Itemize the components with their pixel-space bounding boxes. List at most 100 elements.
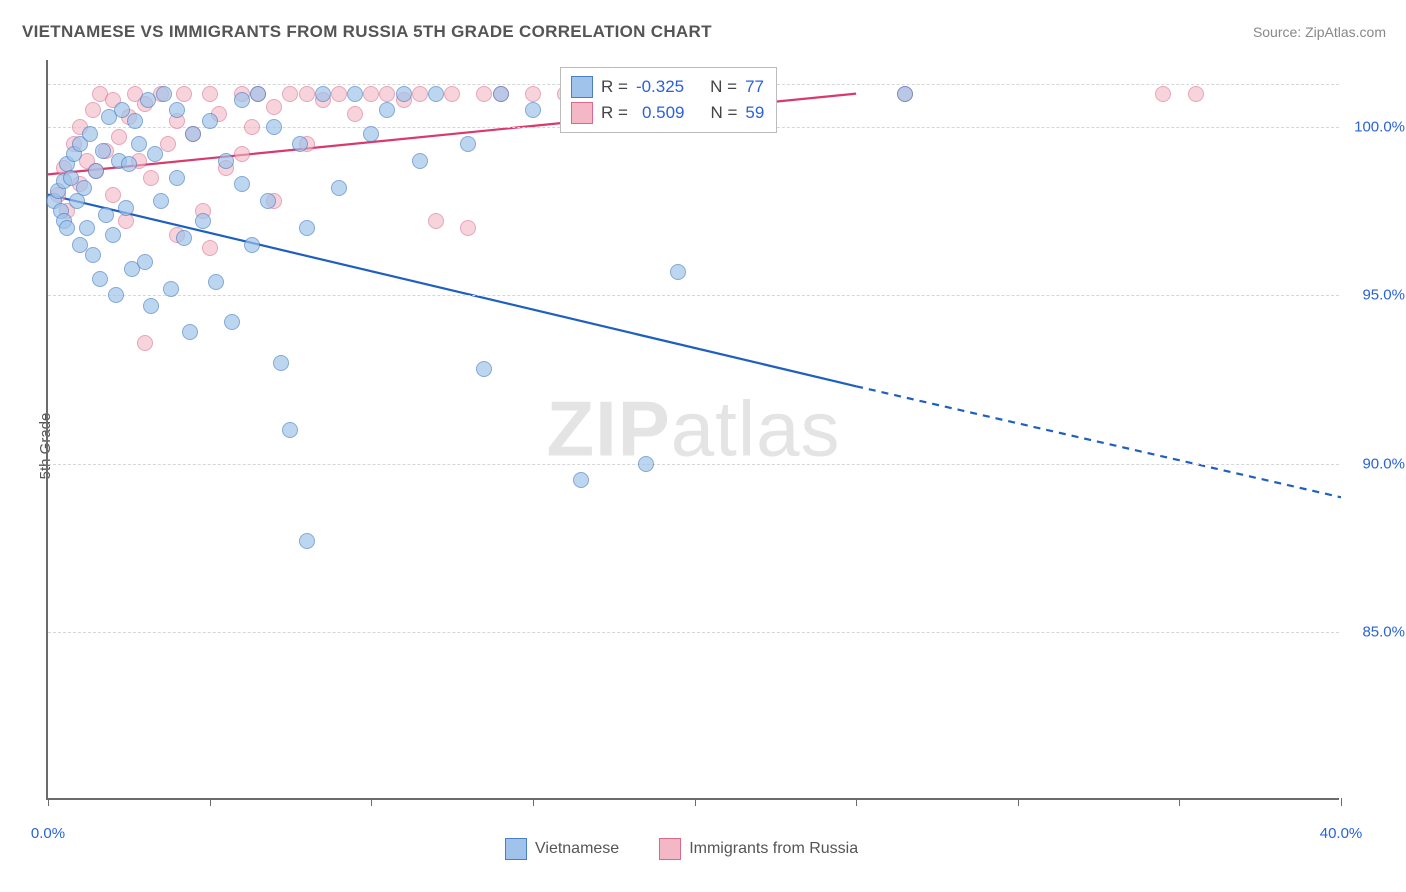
scatter-point [182, 324, 198, 340]
scatter-point [160, 136, 176, 152]
scatter-point [108, 287, 124, 303]
x-tick-mark [856, 798, 857, 806]
scatter-point [638, 456, 654, 472]
scatter-point [266, 99, 282, 115]
x-tick-label: 0.0% [31, 825, 65, 842]
scatter-point [202, 86, 218, 102]
scatter-point [202, 113, 218, 129]
scatter-point [282, 86, 298, 102]
swatch-series-b [571, 102, 593, 124]
legend-label-a: Vietnamese [535, 840, 619, 858]
watermark-rest: atlas [671, 385, 841, 473]
scatter-point [176, 230, 192, 246]
series-legend: Vietnamese Immigrants from Russia [505, 838, 858, 860]
scatter-point [460, 136, 476, 152]
scatter-point [266, 119, 282, 135]
y-tick-label: 95.0% [1362, 287, 1405, 304]
scatter-point [85, 247, 101, 263]
scatter-point [282, 422, 298, 438]
swatch-series-a-icon [505, 838, 527, 860]
trend-lines-layer [48, 60, 1341, 800]
x-tick-mark [210, 798, 211, 806]
x-tick-label: 40.0% [1320, 825, 1363, 842]
y-tick-label: 100.0% [1354, 119, 1405, 136]
scatter-point [137, 254, 153, 270]
scatter-point [244, 119, 260, 135]
scatter-point [525, 86, 541, 102]
legend-n-value-a: 77 [745, 77, 764, 97]
scatter-point [143, 170, 159, 186]
scatter-point [85, 102, 101, 118]
scatter-point [428, 213, 444, 229]
scatter-point [111, 129, 127, 145]
x-tick-mark [371, 798, 372, 806]
scatter-point [260, 193, 276, 209]
scatter-point [105, 227, 121, 243]
scatter-point [163, 281, 179, 297]
scatter-point [573, 472, 589, 488]
scatter-point [224, 314, 240, 330]
scatter-point [396, 86, 412, 102]
scatter-point [131, 136, 147, 152]
scatter-point [88, 163, 104, 179]
scatter-point [59, 220, 75, 236]
scatter-point [82, 126, 98, 142]
y-tick-label: 90.0% [1362, 455, 1405, 472]
scatter-point [234, 92, 250, 108]
gridline [48, 632, 1339, 633]
scatter-plot-area: ZIPatlas 85.0%90.0%95.0%100.0%0.0%40.0% [46, 60, 1339, 800]
scatter-point [897, 86, 913, 102]
scatter-point [299, 86, 315, 102]
scatter-point [176, 86, 192, 102]
scatter-point [315, 86, 331, 102]
scatter-point [299, 533, 315, 549]
chart-title: VIETNAMESE VS IMMIGRANTS FROM RUSSIA 5TH… [22, 22, 712, 42]
scatter-point [331, 180, 347, 196]
legend-label-b: Immigrants from Russia [689, 840, 858, 858]
legend-item-b: Immigrants from Russia [659, 838, 858, 860]
x-tick-mark [1341, 798, 1342, 806]
scatter-point [244, 237, 260, 253]
scatter-point [127, 113, 143, 129]
scatter-point [140, 92, 156, 108]
scatter-point [299, 220, 315, 236]
x-tick-mark [695, 798, 696, 806]
scatter-point [98, 207, 114, 223]
scatter-point [428, 86, 444, 102]
y-tick-label: 85.0% [1362, 623, 1405, 640]
scatter-point [379, 102, 395, 118]
scatter-point [1155, 86, 1171, 102]
swatch-series-b-icon [659, 838, 681, 860]
x-tick-mark [48, 798, 49, 806]
scatter-point [92, 271, 108, 287]
scatter-point [79, 220, 95, 236]
swatch-series-a [571, 76, 593, 98]
scatter-point [202, 240, 218, 256]
source-attribution: Source: ZipAtlas.com [1253, 24, 1386, 40]
legend-n-label: N = [710, 103, 737, 123]
scatter-point [525, 102, 541, 118]
scatter-point [169, 170, 185, 186]
scatter-point [156, 86, 172, 102]
scatter-point [493, 86, 509, 102]
scatter-point [121, 156, 137, 172]
legend-r-label: R = [601, 103, 628, 123]
legend-row-series-b: R = 0.509 N = 59 [571, 100, 764, 126]
scatter-point [331, 86, 347, 102]
scatter-point [363, 86, 379, 102]
legend-item-a: Vietnamese [505, 838, 619, 860]
scatter-point [169, 102, 185, 118]
scatter-point [76, 180, 92, 196]
scatter-point [105, 187, 121, 203]
scatter-point [412, 86, 428, 102]
scatter-point [670, 264, 686, 280]
legend-n-value-b: 59 [745, 103, 764, 123]
scatter-point [1188, 86, 1204, 102]
scatter-point [250, 86, 266, 102]
watermark: ZIPatlas [546, 384, 840, 475]
x-tick-mark [533, 798, 534, 806]
legend-r-label: R = [601, 77, 628, 97]
scatter-point [118, 200, 134, 216]
scatter-point [95, 143, 111, 159]
gridline [48, 295, 1339, 296]
